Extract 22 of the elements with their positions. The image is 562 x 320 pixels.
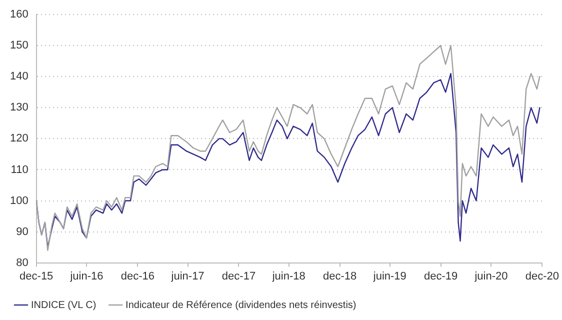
y-tick-label: 100 [10,194,28,207]
y-tick-label: 160 [10,8,28,21]
x-tick-label: dec-15 [20,270,54,282]
y-tick-label: 120 [10,132,28,145]
x-tick-label: dec-19 [424,270,458,282]
y-tick-label: 80 [16,256,28,269]
x-tick-label: juin-18 [271,270,306,282]
x-tick-label: juin-20 [474,270,508,282]
x-tick-label: dec-18 [322,270,357,282]
x-tick-label: juin-19 [372,270,406,282]
y-tick-label: 150 [10,40,28,52]
y-tick-label: 110 [10,164,28,176]
x-tick-label: dec-16 [120,270,155,282]
y-tick-label: 90 [16,226,28,238]
y-tick-label: 130 [10,102,28,114]
x-tick-label: dec-17 [222,270,256,282]
x-tick-label: juin-16 [69,270,104,282]
legend-label: INDICE (VL C) [31,300,96,311]
y-tick-label: 140 [10,70,28,83]
x-tick-label: dec-20 [525,270,560,282]
legend-label: Indicateur de Référence (dividendes nets réinvestis) [126,300,356,311]
x-tick-label: juin-17 [170,270,204,282]
